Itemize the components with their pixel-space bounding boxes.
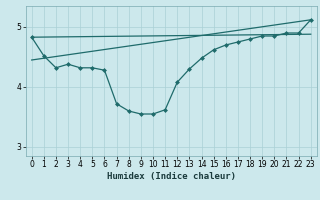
X-axis label: Humidex (Indice chaleur): Humidex (Indice chaleur) (107, 172, 236, 181)
